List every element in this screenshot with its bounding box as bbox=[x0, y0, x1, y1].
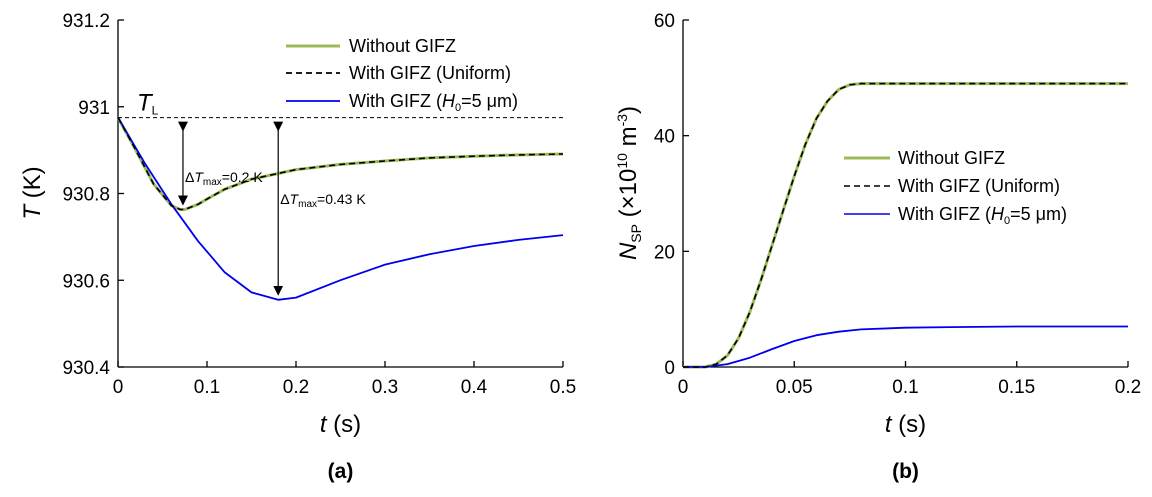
legend-label-h0: With GIFZ (H0=5 μm) bbox=[349, 91, 518, 114]
delta-t-annotation: ΔTmax=0.43 K bbox=[280, 191, 366, 210]
x-tick-label: 0.1 bbox=[194, 377, 220, 398]
panel-label: (b) bbox=[892, 460, 919, 483]
y-tick-label: 60 bbox=[654, 11, 675, 32]
legend-label-uniform: With GIFZ (Uniform) bbox=[898, 176, 1060, 196]
legend-label-uniform: With GIFZ (Uniform) bbox=[349, 63, 511, 83]
series-with-gifz-uniform bbox=[117, 117, 564, 211]
x-axis-label: t (s) bbox=[320, 411, 361, 438]
y-tick-label: 931 bbox=[78, 98, 110, 119]
legend-label-h0: With GIFZ (H0=5 μm) bbox=[898, 204, 1067, 227]
legend-label-without: Without GIFZ bbox=[898, 148, 1005, 168]
series-with-gifz-h0 bbox=[117, 117, 564, 301]
y-tick-label: 0 bbox=[664, 358, 675, 379]
y-axis-label: NSP (×1010 m-3) bbox=[614, 106, 644, 260]
series-with-gifz-h0 bbox=[683, 325, 1128, 368]
x-tick-label: 0.2 bbox=[1115, 377, 1141, 398]
y-tick-label: 930.6 bbox=[62, 271, 110, 292]
delta-t-annotation: ΔTmax=0.2 K bbox=[185, 169, 263, 188]
series-with-gifz-uniform bbox=[683, 82, 1128, 368]
chart-panel-a: 0 0.1 0.2 0.3 0.4 0.5 930.4 930.6 930.8 931 931.2 t… bbox=[19, 11, 576, 483]
x-tick-label: 0.3 bbox=[372, 377, 398, 398]
liquidus-label: TL bbox=[137, 90, 159, 118]
x-tick-label: 0.2 bbox=[283, 377, 309, 398]
legend-b: Without GIFZ With GIFZ (Uniform) With GIFZ… bbox=[844, 148, 1067, 227]
y-tick-label: 930.8 bbox=[62, 185, 110, 206]
x-tick-label: 0 bbox=[678, 377, 689, 398]
x-tick-label: 0 bbox=[113, 377, 124, 398]
x-tick-label: 0.1 bbox=[892, 377, 918, 398]
x-tick-label: 0.4 bbox=[461, 377, 488, 398]
y-tick-label: 40 bbox=[654, 127, 675, 148]
y-tick-label: 930.4 bbox=[62, 358, 110, 379]
x-tick-label: 0.05 bbox=[776, 377, 813, 398]
series-without-gifz bbox=[683, 82, 1128, 369]
x-tick-label: 0.5 bbox=[550, 377, 576, 398]
legend-a: Without GIFZ With GIFZ (Uniform) With GIFZ… bbox=[286, 36, 518, 114]
y-axis-label: T (K) bbox=[19, 166, 46, 219]
legend-label-without: Without GIFZ bbox=[349, 36, 456, 56]
x-axis-label: t (s) bbox=[885, 411, 926, 438]
y-tick-label: 931.2 bbox=[62, 11, 110, 32]
chart-panel-b: 0 0.05 0.1 0.15 0.2 0 20 40 60 t (s) (b) NSP (×1010… bbox=[614, 11, 1141, 483]
panel-label: (a) bbox=[328, 460, 354, 483]
y-tick-label: 20 bbox=[654, 242, 675, 263]
x-tick-label: 0.15 bbox=[998, 377, 1035, 398]
